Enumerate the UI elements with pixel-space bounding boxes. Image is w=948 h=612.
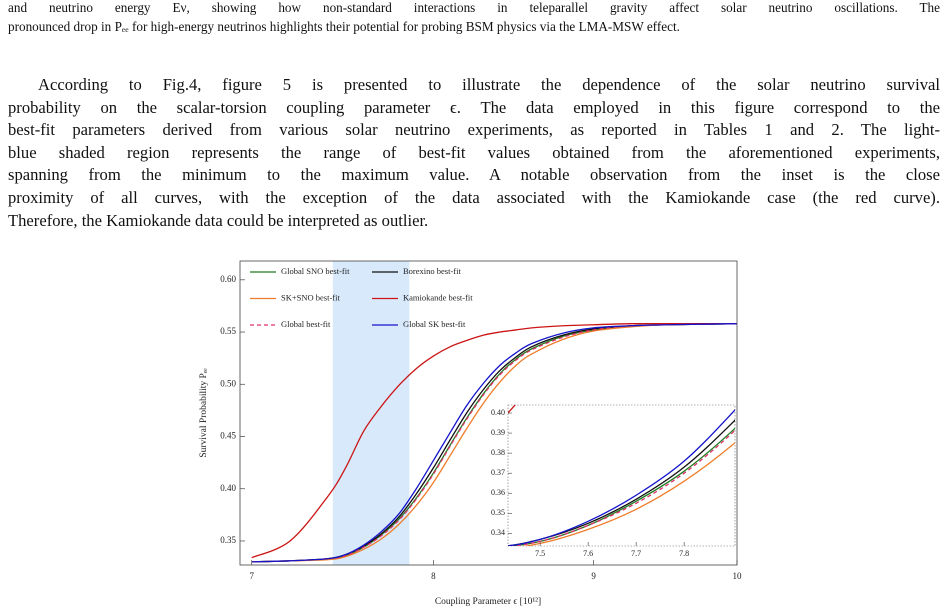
- paragraph-line: According to Fig.4, figure 5 is presente…: [38, 75, 940, 94]
- y-tick-label: 0.60: [220, 274, 236, 284]
- inset-frame: [507, 404, 736, 547]
- series-line: [251, 322, 737, 559]
- legend-label: Kamiokande best-fit: [403, 292, 473, 302]
- legend-label: SK+SNO best-fit: [281, 292, 341, 302]
- inset-y-tick-label: 0.37: [491, 468, 505, 477]
- inset-x-tick-label: 7.6: [583, 549, 593, 558]
- plot-frame: [239, 260, 738, 566]
- series-line: [508, 408, 735, 546]
- inset-y-tick-label: 0.38: [491, 448, 505, 457]
- inset-y-tick-label: 0.40: [491, 408, 505, 417]
- legend-label: Global SNO best-fit: [281, 266, 350, 276]
- paragraph-line: Therefore, the Kamiokande data could be …: [8, 210, 429, 230]
- series-line: [251, 323, 737, 563]
- y-tick-label: 0.35: [220, 535, 236, 545]
- legend-label: Borexino best-fit: [403, 266, 461, 276]
- series-line: [251, 323, 737, 563]
- series-line: [251, 323, 737, 563]
- legend-label: Global SK best-fit: [403, 319, 466, 329]
- x-tick-label: 7: [249, 571, 254, 581]
- shaded-region: [332, 261, 410, 565]
- inset-x-tick-label: 7.7: [631, 549, 641, 558]
- inset-x-tick-label: 7.8: [679, 549, 689, 558]
- series-line: [522, 441, 735, 546]
- inset-y-tick-label: 0.35: [491, 508, 505, 517]
- y-tick-label: 0.55: [220, 326, 236, 336]
- paragraph-line: proximity of all curves, with the except…: [8, 188, 940, 207]
- inset-y-tick-label: 0.34: [491, 528, 505, 537]
- legend-label: Global best-fit: [281, 319, 331, 329]
- x-axis-label: Coupling Parameter ϵ [10¹²]: [435, 597, 541, 607]
- y-tick-label: 0.40: [220, 483, 236, 493]
- series-line: [508, 429, 735, 546]
- x-tick-label: 8: [431, 571, 436, 581]
- y-axis-label: Survival Probability Pₑₑ: [199, 368, 209, 458]
- inset-y-tick-label: 0.36: [491, 488, 505, 497]
- x-tick-label: 10: [733, 571, 743, 581]
- paragraph-line: best-fit parameters derived from various…: [8, 120, 940, 140]
- y-tick-label: 0.45: [220, 431, 236, 441]
- inset-y-tick-label: 0.39: [491, 428, 505, 437]
- paragraph-line: probability on the scalar-torsion coupli…: [8, 97, 940, 117]
- x-tick-label: 9: [591, 571, 596, 581]
- inset-x-tick-label: 7.5: [535, 549, 545, 558]
- y-tick-label: 0.50: [220, 378, 236, 388]
- caption-line: pronounced drop in Pₑₑ for high-energy n…: [8, 19, 680, 34]
- paragraph-line: spanning from the minimum to the maximum…: [8, 165, 940, 185]
- caption-line: and neutrino energy Eν, showing how non-…: [8, 0, 940, 15]
- paragraph-line: blue shaded region represents the range …: [8, 142, 940, 162]
